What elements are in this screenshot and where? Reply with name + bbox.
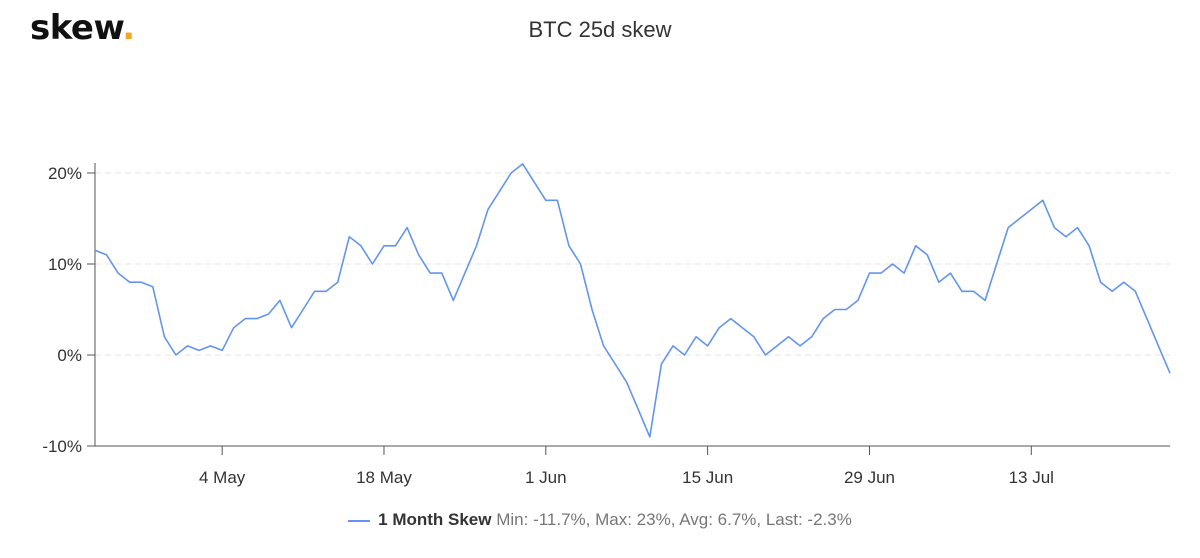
logo-text: skew	[30, 8, 123, 48]
x-tick-label: 4 May	[199, 468, 246, 487]
x-axis: 4 May 18 May 1 Jun 15 Jun 29 Jun 13 Jul	[95, 445, 1170, 487]
x-tick-label: 18 May	[356, 468, 412, 487]
y-tick-label: -10%	[42, 437, 82, 456]
line-chart: 20% 10% 0% -10% 4 May 18 May 1 Jun 15 Jun 29 Ju…	[42, 163, 1171, 487]
legend-swatch	[348, 519, 371, 522]
logo-dot: .	[122, 8, 135, 48]
skew-logo: skew.	[30, 8, 135, 48]
x-tick-label: 15 Jun	[682, 468, 733, 487]
y-tick-label: 0%	[57, 346, 82, 365]
legend-stats: Min: -11.7%, Max: 23%, Avg: 6.7%, Last: …	[496, 510, 852, 529]
series-lines	[94, 163, 1171, 438]
legend[interactable]: 1 Month Skew Min: -11.7%, Max: 23%, Avg:…	[0, 510, 1200, 530]
y-tick-label: 10%	[48, 255, 82, 274]
x-tick-label: 13 Jul	[1009, 468, 1054, 487]
x-tick-label: 29 Jun	[844, 468, 895, 487]
y-tick-label: 20%	[48, 164, 82, 183]
y-axis: 20% 10% 0% -10%	[42, 163, 96, 456]
series-line	[94, 163, 1171, 438]
x-tick-label: 1 Jun	[525, 468, 567, 487]
legend-series-name: 1 Month Skew	[378, 510, 492, 529]
chart-title: BTC 25d skew	[528, 17, 672, 42]
grid-lines	[95, 172, 1170, 356]
